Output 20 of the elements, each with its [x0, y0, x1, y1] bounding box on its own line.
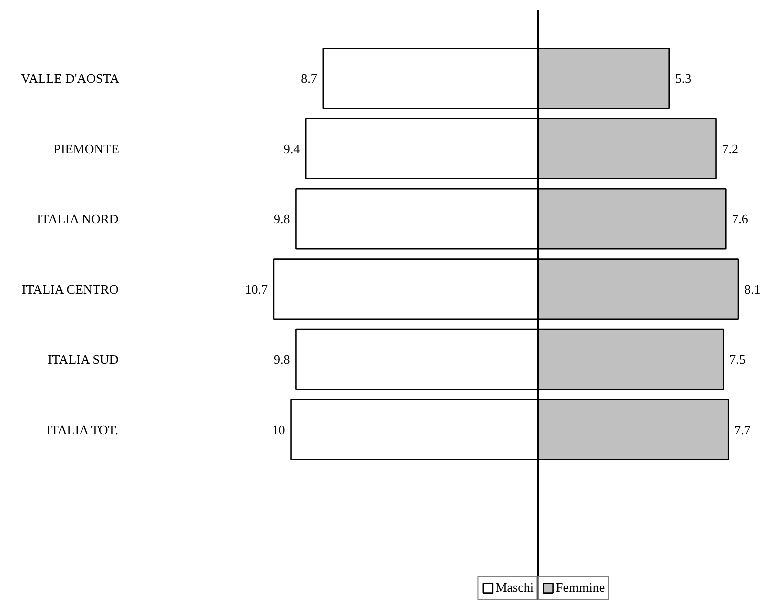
- y-tick-label: PIEMONTE: [54, 141, 120, 156]
- data-label: 9.8: [274, 212, 290, 227]
- data-label: 10.7: [245, 282, 268, 297]
- y-tick-label: ITALIA NORD: [37, 212, 119, 227]
- data-label: 5.3: [675, 71, 692, 86]
- data-label: 7.6: [732, 212, 749, 227]
- y-tick-label: VALLE D'AOSTA: [21, 71, 120, 86]
- data-label: 8.7: [301, 71, 318, 86]
- data-label: 10: [272, 422, 286, 438]
- y-tick-label: ITALIA CENTRO: [22, 282, 119, 297]
- data-label: 9.8: [274, 352, 290, 368]
- data-label: 7.7: [734, 422, 752, 438]
- data-label: 7.2: [722, 141, 739, 156]
- y-tick-label: ITALIA TOT.: [46, 422, 119, 438]
- y-tick-label: ITALIA SUD: [48, 352, 119, 368]
- data-label: 8.1: [744, 282, 761, 297]
- legend-label: Femmine: [556, 580, 606, 596]
- data-label: 7.5: [730, 352, 746, 368]
- data-label: 9.4: [284, 141, 301, 156]
- legend-label: Maschi: [496, 580, 534, 596]
